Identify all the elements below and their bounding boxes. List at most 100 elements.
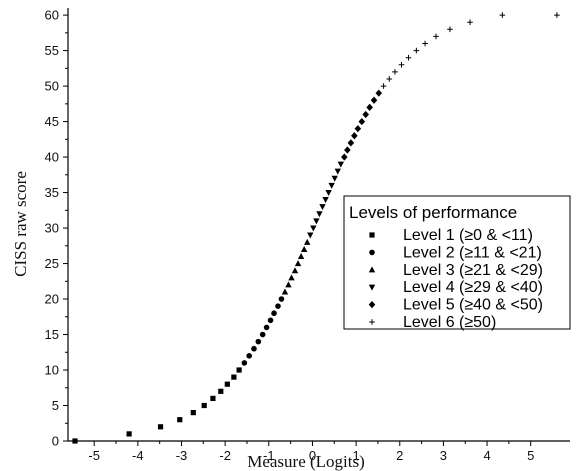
legend: Levels of performance Level 1 (≥0 & <11)… <box>343 195 571 331</box>
legend-marker-level-1 <box>369 232 375 238</box>
data-point <box>447 26 453 33</box>
data-point <box>319 204 326 211</box>
data-point <box>267 317 274 324</box>
x-tick-label: 5 <box>527 448 534 463</box>
y-tick-label: 5 <box>52 398 59 413</box>
data-point <box>251 345 257 352</box>
data-point <box>316 211 323 218</box>
data-point <box>334 168 341 175</box>
data-point <box>325 189 332 196</box>
x-tick-label: 4 <box>483 448 490 463</box>
data-point <box>347 139 355 147</box>
legend-marker-level-3 <box>368 266 376 273</box>
data-point <box>358 117 366 126</box>
legend-box <box>343 195 571 330</box>
data-point <box>177 417 183 423</box>
x-tick-label: -1 <box>263 448 275 463</box>
data-point <box>201 402 207 409</box>
x-axis-title: Measure (Logits) <box>247 452 365 471</box>
data-point <box>398 61 405 68</box>
legend-title: Levels of performance <box>349 203 517 222</box>
y-tick-label: 40 <box>45 150 59 165</box>
legend-items: Level 1 (≥0 & <11)Level 2 (≥11 & <21)Lev… <box>368 227 543 331</box>
data-point <box>405 54 412 61</box>
data-point <box>190 410 196 416</box>
x-tick-label: -2 <box>219 448 231 463</box>
data-point <box>291 267 299 274</box>
y-tick-label: 35 <box>45 185 59 200</box>
y-tick-label: 30 <box>45 221 59 236</box>
data-point <box>236 367 242 373</box>
data-point <box>322 197 329 204</box>
data-point <box>313 218 320 225</box>
data-point <box>297 253 305 260</box>
legend-label-level-4: Level 4 (≥29 & <40) <box>403 279 543 296</box>
x-tick-label: -3 <box>176 448 188 463</box>
legend-marker-level-5 <box>368 301 376 309</box>
x-tick-label: 0 <box>309 448 316 463</box>
data-point <box>467 19 473 25</box>
data-point <box>275 303 281 309</box>
data-point <box>304 238 311 245</box>
series-level-3 <box>281 238 311 295</box>
y-tick-label: 20 <box>45 292 59 307</box>
legend-label-level-2: Level 2 (≥11 & <21) <box>403 244 542 261</box>
data-point <box>218 388 224 394</box>
legend-marker-level-2 <box>369 249 375 256</box>
y-tick-label: 15 <box>45 327 59 342</box>
data-point <box>278 296 285 302</box>
data-point <box>362 110 370 119</box>
data-point <box>259 331 266 338</box>
y-axis-title: CISS raw score <box>11 171 30 277</box>
data-point <box>285 281 292 288</box>
y-tick-label: 25 <box>45 256 59 271</box>
x-tick-label: -5 <box>88 448 100 463</box>
data-point <box>72 438 78 444</box>
data-point <box>386 76 393 82</box>
data-point <box>499 12 506 18</box>
legend-label-level-5: Level 5 (≥40 & <50) <box>403 297 543 314</box>
data-point <box>413 47 420 54</box>
data-point <box>341 153 348 161</box>
series-level-1 <box>72 367 242 444</box>
y-axis-ticks: 0 5 10 15 20 25 30 35 40 45 50 55 60 <box>45 8 68 449</box>
data-point <box>366 103 373 111</box>
y-tick-label: 55 <box>45 43 59 58</box>
series-level-2 <box>241 296 285 366</box>
data-point <box>263 324 270 331</box>
data-point <box>310 225 317 232</box>
data-point <box>300 245 308 252</box>
series-level-4 <box>307 161 345 239</box>
data-point <box>554 12 560 18</box>
data-points <box>72 12 560 444</box>
x-tick-label: -4 <box>132 448 144 463</box>
data-point <box>288 274 295 281</box>
data-point <box>271 310 277 317</box>
x-tick-label: 1 <box>352 448 359 463</box>
plot-area: -5 -4 -3 -2 -1 0 1 2 3 4 5 05101520253035404550556… <box>45 8 570 463</box>
data-point <box>331 175 338 182</box>
legend-marker-level-6 <box>369 319 375 325</box>
series-level-5 <box>341 89 383 161</box>
data-point <box>422 40 428 47</box>
data-point <box>433 33 439 40</box>
legend-label-level-1: Level 1 (≥0 & <11) <box>403 227 533 244</box>
data-point <box>380 83 387 89</box>
data-point <box>157 424 164 430</box>
data-point <box>328 182 335 189</box>
data-point <box>224 381 230 387</box>
data-point <box>307 232 314 239</box>
data-point <box>337 161 345 168</box>
y-tick-label: 45 <box>45 114 59 129</box>
data-point <box>354 125 362 133</box>
series-level-6 <box>380 12 560 89</box>
data-point <box>241 360 248 366</box>
data-point <box>231 374 237 380</box>
data-point <box>344 146 351 154</box>
y-tick-label: 50 <box>45 79 59 94</box>
data-point <box>370 96 378 104</box>
data-point <box>375 89 383 97</box>
legend-label-level-3: Level 3 (≥21 & <29) <box>403 262 543 279</box>
y-tick-label: 10 <box>45 363 59 378</box>
